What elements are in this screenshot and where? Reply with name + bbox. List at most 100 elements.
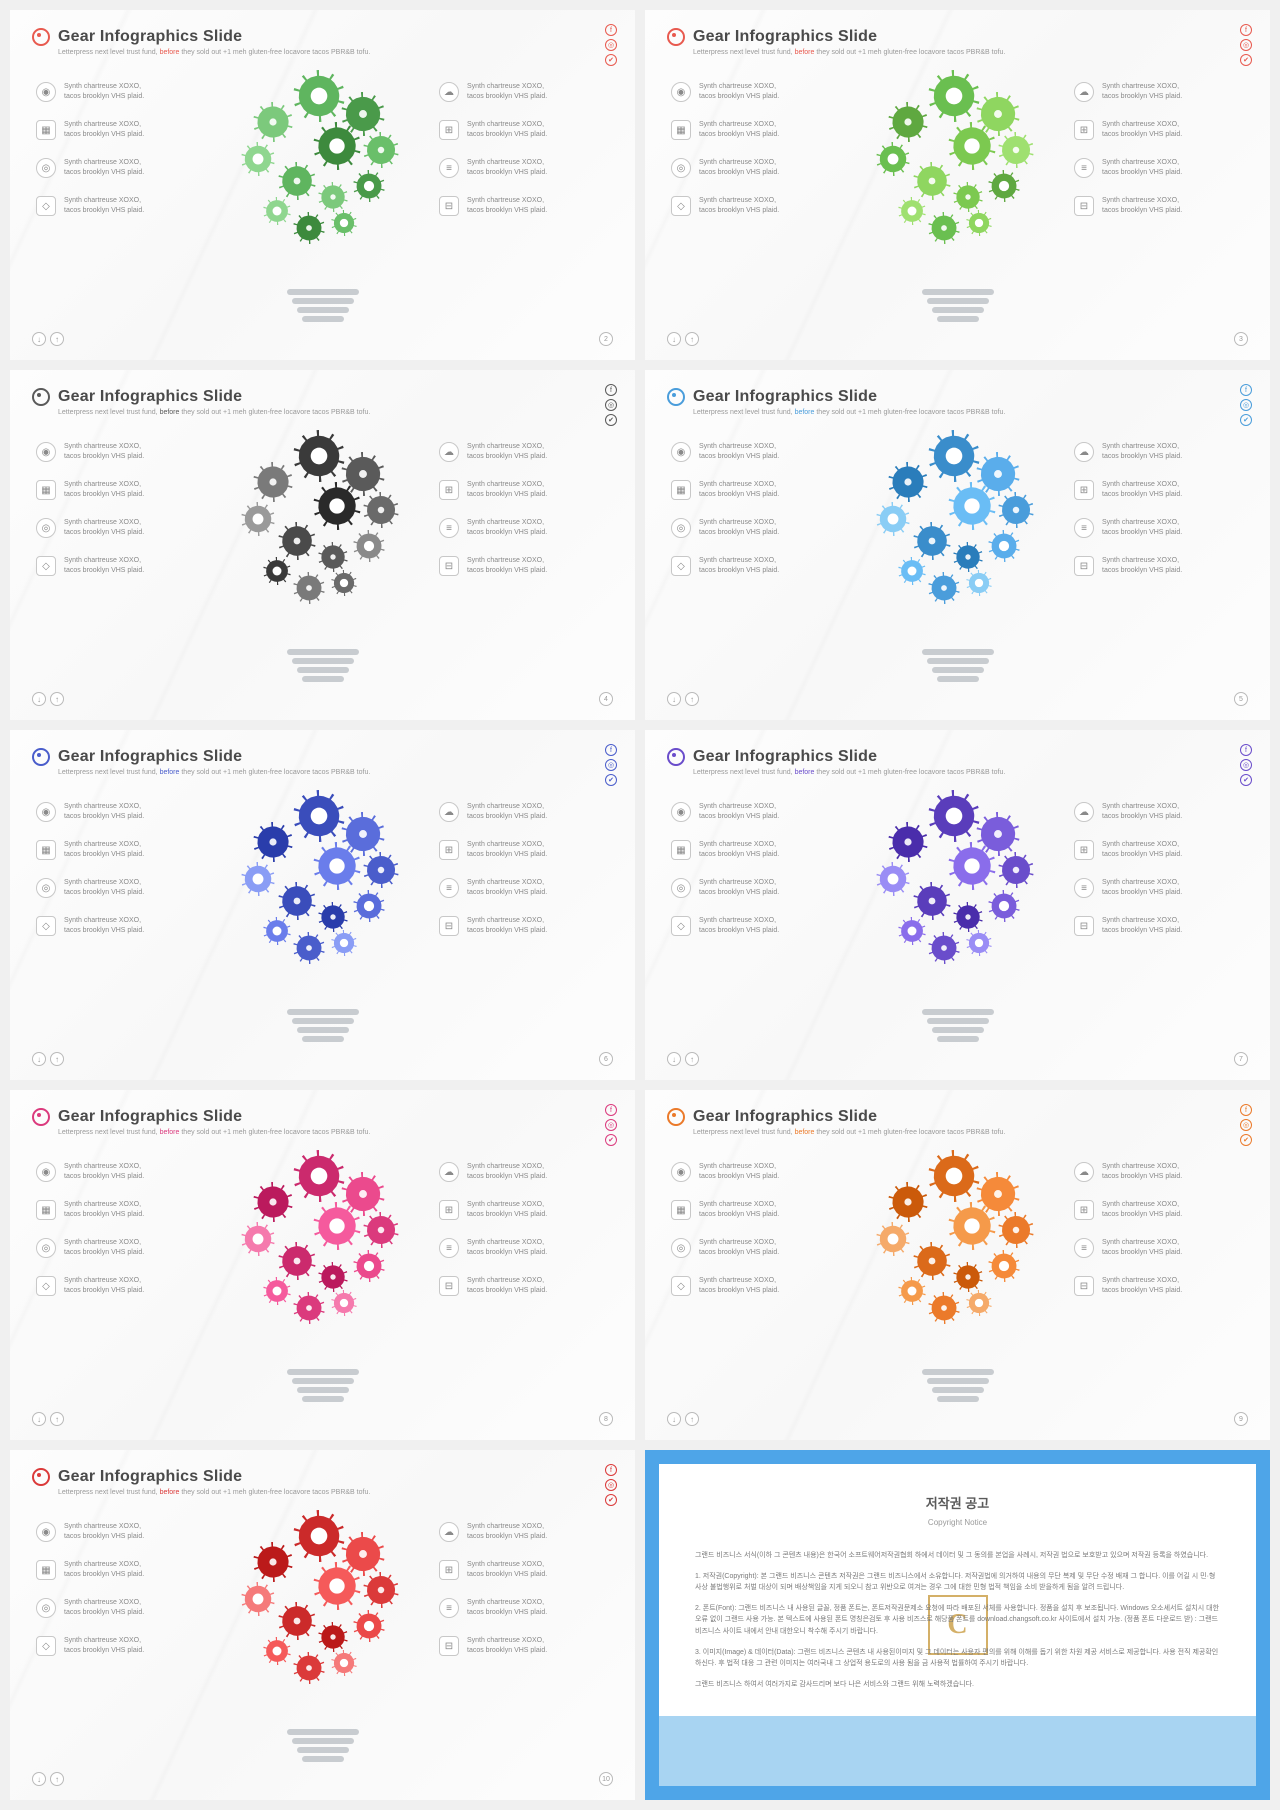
item-icon: ≡ — [439, 158, 459, 178]
footer-nav: ↓ ↑ — [667, 1412, 699, 1426]
nav-down-button[interactable]: ↓ — [667, 1052, 681, 1066]
nav-down-button[interactable]: ↓ — [32, 1412, 46, 1426]
slide-content: ◉ Synth chartreuse XOXO,tacos brooklyn V… — [32, 422, 613, 692]
slide-subtitle: Letterpress next level trust fund, befor… — [58, 769, 613, 776]
feature-item-left-3: ◇ Synth chartreuse XOXO,tacos brooklyn V… — [36, 916, 206, 936]
feature-item-left-2: ◎ Synth chartreuse XOXO,tacos brooklyn V… — [671, 518, 841, 538]
nav-up-button[interactable]: ↑ — [50, 1052, 64, 1066]
slide-footer: ↓ ↑ 4 — [32, 692, 613, 706]
infographic-slide: Gear Infographics Slide Letterpress next… — [10, 370, 635, 720]
social-icon-0[interactable]: f — [605, 1104, 617, 1116]
gear — [318, 1262, 348, 1292]
gear — [293, 1652, 325, 1684]
items-left: ◉ Synth chartreuse XOXO,tacos brooklyn V… — [36, 82, 206, 216]
slide-header: Gear Infographics Slide — [32, 1468, 613, 1486]
gear — [331, 210, 357, 236]
feature-item-left-3: ◇ Synth chartreuse XOXO,tacos brooklyn V… — [671, 196, 841, 216]
nav-down-button[interactable]: ↓ — [32, 1052, 46, 1066]
bulb-gears — [223, 782, 423, 982]
gear — [928, 212, 960, 244]
nav-up-button[interactable]: ↑ — [50, 1772, 64, 1786]
social-icon-0[interactable]: f — [1240, 24, 1252, 36]
social-icon-1[interactable]: ◎ — [605, 1479, 617, 1491]
social-icon-0[interactable]: f — [605, 744, 617, 756]
social-icon-1[interactable]: ◎ — [1240, 759, 1252, 771]
logo-icon — [32, 388, 50, 406]
nav-down-button[interactable]: ↓ — [667, 1412, 681, 1426]
social-icon-1[interactable]: ◎ — [1240, 39, 1252, 51]
bulb-base-line — [932, 307, 984, 313]
slide-title: Gear Infographics Slide — [58, 1468, 242, 1486]
gear — [353, 1610, 385, 1642]
gear — [331, 570, 357, 596]
nav-up-button[interactable]: ↑ — [50, 332, 64, 346]
bulb-base-line — [292, 1378, 354, 1384]
social-icon-1[interactable]: ◎ — [1240, 1119, 1252, 1131]
gear — [253, 462, 293, 502]
item-text: Synth chartreuse XOXO,tacos brooklyn VHS… — [467, 1276, 547, 1296]
item-icon: ◉ — [671, 442, 691, 462]
items-left: ◉ Synth chartreuse XOXO,tacos brooklyn V… — [671, 442, 841, 576]
item-text: Synth chartreuse XOXO,tacos brooklyn VHS… — [1102, 1276, 1182, 1296]
nav-up-button[interactable]: ↑ — [50, 692, 64, 706]
social-icon-1[interactable]: ◎ — [605, 759, 617, 771]
nav-down-button[interactable]: ↓ — [667, 332, 681, 346]
logo-icon — [32, 1108, 50, 1126]
nav-down-button[interactable]: ↓ — [667, 692, 681, 706]
nav-up-button[interactable]: ↑ — [685, 692, 699, 706]
social-icon-0[interactable]: f — [605, 1464, 617, 1476]
social-icon-0[interactable]: f — [605, 24, 617, 36]
item-icon: ☁ — [1074, 1162, 1094, 1182]
slide-title: Gear Infographics Slide — [58, 28, 242, 46]
bulb-base-line — [922, 289, 994, 295]
social-icon-0[interactable]: f — [1240, 744, 1252, 756]
bulb-base — [287, 1729, 359, 1762]
item-icon: ⊟ — [439, 196, 459, 216]
bulb-base-line — [292, 1018, 354, 1024]
bulb-base-line — [937, 316, 979, 322]
feature-item-right-0: ☁ Synth chartreuse XOXO,tacos brooklyn V… — [439, 442, 609, 462]
nav-down-button[interactable]: ↓ — [32, 692, 46, 706]
nav-up-button[interactable]: ↑ — [685, 332, 699, 346]
nav-up-button[interactable]: ↑ — [685, 1412, 699, 1426]
feature-item-right-2: ≡ Synth chartreuse XOXO,tacos brooklyn V… — [1074, 878, 1244, 898]
item-icon: ≡ — [1074, 518, 1094, 538]
item-icon: ≡ — [439, 878, 459, 898]
social-icon-0[interactable]: f — [605, 384, 617, 396]
social-icon-1[interactable]: ◎ — [605, 1119, 617, 1131]
item-text: Synth chartreuse XOXO,tacos brooklyn VHS… — [467, 802, 547, 822]
nav-up-button[interactable]: ↑ — [685, 1052, 699, 1066]
item-icon: ⊟ — [1074, 1276, 1094, 1296]
logo-icon — [32, 28, 50, 46]
item-text: Synth chartreuse XOXO,tacos brooklyn VHS… — [699, 480, 779, 500]
item-icon: ◉ — [36, 1522, 56, 1542]
gear — [898, 197, 926, 225]
slide-header: Gear Infographics Slide — [667, 28, 1248, 46]
feature-item-right-0: ☁ Synth chartreuse XOXO,tacos brooklyn V… — [1074, 802, 1244, 822]
social-icon-1[interactable]: ◎ — [605, 399, 617, 411]
gear — [876, 1222, 910, 1256]
slide-title: Gear Infographics Slide — [693, 28, 877, 46]
social-icon-0[interactable]: f — [1240, 1104, 1252, 1116]
item-text: Synth chartreuse XOXO,tacos brooklyn VHS… — [1102, 840, 1182, 860]
gear — [278, 1602, 316, 1640]
item-icon: ≡ — [439, 518, 459, 538]
nav-down-button[interactable]: ↓ — [32, 1772, 46, 1786]
gear — [313, 1202, 361, 1250]
gear — [913, 162, 951, 200]
gear — [948, 1202, 996, 1250]
item-text: Synth chartreuse XOXO,tacos brooklyn VHS… — [699, 1238, 779, 1258]
item-text: Synth chartreuse XOXO,tacos brooklyn VHS… — [467, 878, 547, 898]
nav-up-button[interactable]: ↑ — [50, 1412, 64, 1426]
nav-down-button[interactable]: ↓ — [32, 332, 46, 346]
social-icon-0[interactable]: f — [1240, 384, 1252, 396]
feature-item-left-3: ◇ Synth chartreuse XOXO,tacos brooklyn V… — [36, 196, 206, 216]
feature-item-right-2: ≡ Synth chartreuse XOXO,tacos brooklyn V… — [1074, 158, 1244, 178]
slide-footer: ↓ ↑ 7 — [667, 1052, 1248, 1066]
social-icon-1[interactable]: ◎ — [605, 39, 617, 51]
bulb-base-line — [932, 1387, 984, 1393]
bulb-base-line — [922, 1009, 994, 1015]
copyright-title: 저작권 공고 — [695, 1494, 1220, 1515]
social-icon-1[interactable]: ◎ — [1240, 399, 1252, 411]
bulb-base-line — [922, 1369, 994, 1375]
